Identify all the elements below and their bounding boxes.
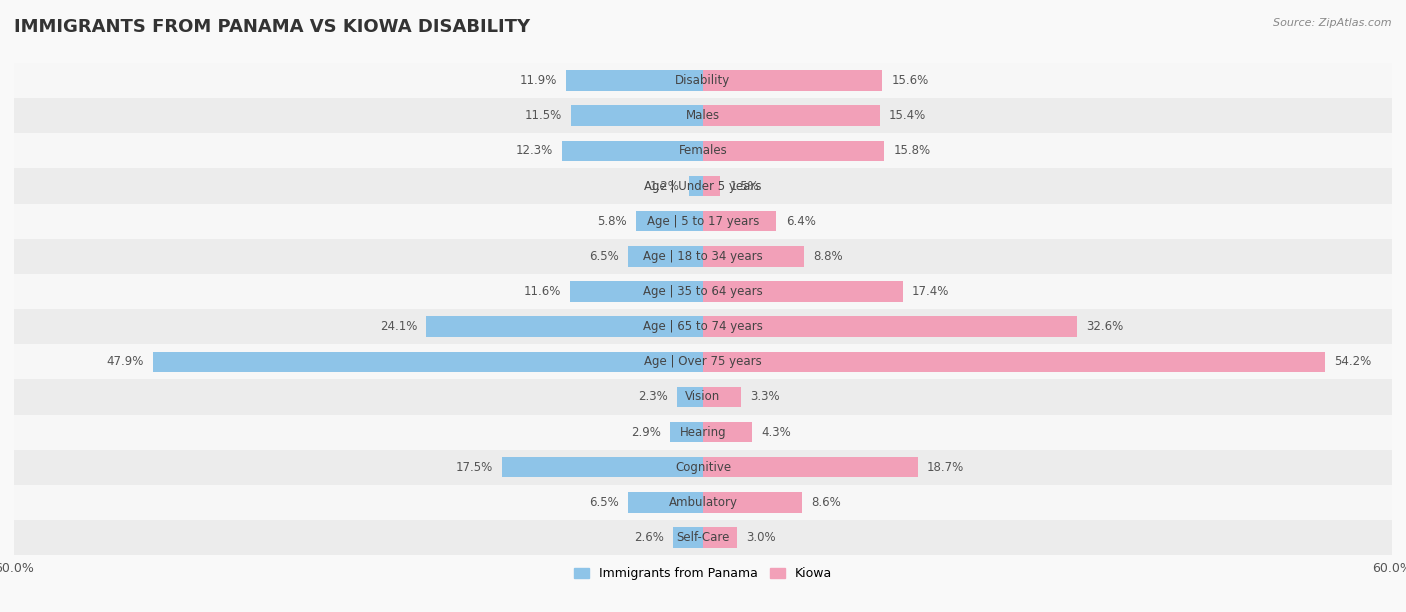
Text: Age | Over 75 years: Age | Over 75 years (644, 356, 762, 368)
Bar (14, 485, 1392, 520)
Bar (703, 211, 776, 231)
Text: Disability: Disability (675, 74, 731, 87)
Bar (14, 274, 1392, 309)
Text: 3.0%: 3.0% (747, 531, 776, 544)
Bar (703, 70, 882, 91)
Text: Vision: Vision (685, 390, 721, 403)
Text: Age | 5 to 17 years: Age | 5 to 17 years (647, 215, 759, 228)
Text: 6.4%: 6.4% (786, 215, 815, 228)
Text: 2.6%: 2.6% (634, 531, 664, 544)
Bar (689, 176, 703, 196)
Text: 54.2%: 54.2% (1334, 356, 1372, 368)
Text: 32.6%: 32.6% (1087, 320, 1123, 333)
Bar (14, 204, 1392, 239)
Bar (14, 63, 1392, 98)
Bar (703, 282, 903, 302)
Text: Cognitive: Cognitive (675, 461, 731, 474)
Bar (703, 105, 880, 126)
Text: 6.5%: 6.5% (589, 496, 619, 509)
Text: 24.1%: 24.1% (380, 320, 418, 333)
Text: Age | 65 to 74 years: Age | 65 to 74 years (643, 320, 763, 333)
Bar (571, 105, 703, 126)
Bar (14, 520, 1392, 555)
Bar (703, 457, 918, 477)
Bar (676, 387, 703, 407)
Bar (628, 246, 703, 266)
Text: 4.3%: 4.3% (762, 425, 792, 439)
Text: 11.9%: 11.9% (520, 74, 557, 87)
Text: 11.5%: 11.5% (524, 109, 562, 122)
Text: Age | Under 5 years: Age | Under 5 years (644, 179, 762, 193)
Text: 2.3%: 2.3% (638, 390, 668, 403)
Text: 17.5%: 17.5% (456, 461, 494, 474)
Text: 8.6%: 8.6% (811, 496, 841, 509)
Bar (14, 133, 1392, 168)
Bar (153, 352, 703, 372)
Text: 1.2%: 1.2% (650, 179, 681, 193)
Text: Males: Males (686, 109, 720, 122)
Text: 5.8%: 5.8% (598, 215, 627, 228)
Bar (14, 379, 1392, 414)
Bar (628, 492, 703, 513)
Bar (14, 239, 1392, 274)
Bar (14, 168, 1392, 204)
Bar (669, 422, 703, 442)
Bar (703, 316, 1077, 337)
Bar (14, 450, 1392, 485)
Bar (703, 422, 752, 442)
Text: 11.6%: 11.6% (523, 285, 561, 298)
Text: Self-Care: Self-Care (676, 531, 730, 544)
Text: 15.4%: 15.4% (889, 109, 927, 122)
Text: IMMIGRANTS FROM PANAMA VS KIOWA DISABILITY: IMMIGRANTS FROM PANAMA VS KIOWA DISABILI… (14, 18, 530, 36)
Text: 17.4%: 17.4% (912, 285, 949, 298)
Bar (703, 176, 720, 196)
Text: 2.9%: 2.9% (631, 425, 661, 439)
Bar (637, 211, 703, 231)
Bar (703, 492, 801, 513)
Bar (14, 414, 1392, 450)
Legend: Immigrants from Panama, Kiowa: Immigrants from Panama, Kiowa (568, 562, 838, 585)
Text: 12.3%: 12.3% (516, 144, 553, 157)
Text: Age | 18 to 34 years: Age | 18 to 34 years (643, 250, 763, 263)
Text: Age | 35 to 64 years: Age | 35 to 64 years (643, 285, 763, 298)
Bar (562, 141, 703, 161)
Text: Source: ZipAtlas.com: Source: ZipAtlas.com (1274, 18, 1392, 28)
Text: Females: Females (679, 144, 727, 157)
Text: 15.6%: 15.6% (891, 74, 928, 87)
Text: 8.8%: 8.8% (813, 250, 842, 263)
Text: Ambulatory: Ambulatory (668, 496, 738, 509)
Bar (567, 70, 703, 91)
Bar (569, 282, 703, 302)
Bar (14, 344, 1392, 379)
Text: 15.8%: 15.8% (894, 144, 931, 157)
Text: 18.7%: 18.7% (927, 461, 965, 474)
Bar (673, 528, 703, 548)
Text: 3.3%: 3.3% (749, 390, 780, 403)
Bar (502, 457, 703, 477)
Text: 47.9%: 47.9% (107, 356, 143, 368)
Bar (14, 98, 1392, 133)
Bar (703, 528, 738, 548)
Bar (703, 352, 1326, 372)
Bar (14, 309, 1392, 344)
Bar (703, 141, 884, 161)
Text: Hearing: Hearing (679, 425, 727, 439)
Text: 6.5%: 6.5% (589, 250, 619, 263)
Bar (703, 246, 804, 266)
Bar (426, 316, 703, 337)
Text: 1.5%: 1.5% (730, 179, 759, 193)
Bar (703, 387, 741, 407)
